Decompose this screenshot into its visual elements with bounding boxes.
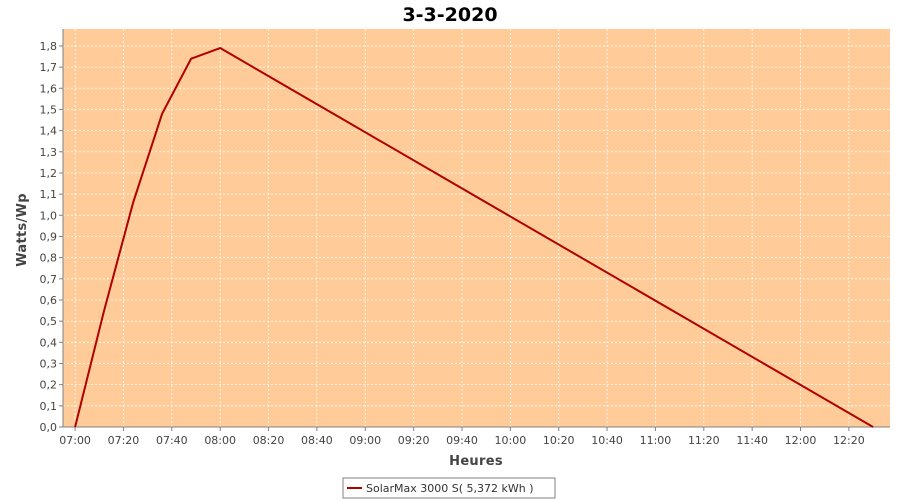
y-tick-label: 0,7	[40, 273, 58, 286]
x-tick-label: 11:20	[688, 434, 720, 447]
x-tick-label: 09:00	[349, 434, 381, 447]
x-axis-label: Heures	[449, 454, 503, 469]
x-tick-label: 08:00	[204, 434, 236, 447]
x-tick-label: 11:00	[640, 434, 672, 447]
x-tick-label: 07:00	[59, 434, 91, 447]
x-tick-label: 11:40	[736, 434, 768, 447]
series-layer	[74, 47, 874, 428]
y-tick-label: 1,6	[40, 82, 58, 95]
y-tick-label: 0,5	[40, 315, 58, 328]
x-tick-label: 07:40	[156, 434, 188, 447]
y-tick-label: 0,6	[40, 294, 58, 307]
y-tick-label: 0,8	[40, 252, 58, 265]
x-tick-label: 10:40	[591, 434, 623, 447]
y-axis-label: Watts/Wp	[15, 193, 30, 267]
x-tick-label: 10:20	[543, 434, 575, 447]
x-tick-label: 12:20	[833, 434, 865, 447]
axes: 0,0 0,1 0,2 0,3 0,4 0,5 0,6 0,7 0,8 0,9 1,0 1,1 1,2 1…	[40, 29, 890, 447]
series-line-0	[74, 47, 874, 428]
y-tick-label: 1,8	[40, 40, 58, 53]
legend-label: SolarMax 3000 S( 5,372 kWh )	[366, 482, 534, 495]
x-tick-label: 10:00	[495, 434, 527, 447]
y-tick-label: 0,3	[40, 357, 58, 370]
y-tick-label: 1,5	[40, 103, 58, 116]
chart-title: 3-3-2020	[402, 4, 497, 26]
x-tick-label: 08:40	[301, 434, 333, 447]
x-tick-label: 09:40	[446, 434, 478, 447]
y-tick-label: 1,4	[40, 125, 58, 138]
y-tick-label: 1,0	[40, 209, 58, 222]
y-tick-label: 1,1	[40, 188, 58, 201]
x-tick-label: 09:20	[398, 434, 430, 447]
y-tick-label: 0,9	[40, 230, 58, 243]
grid-lines	[63, 29, 890, 428]
legend-box	[342, 477, 556, 499]
x-tick-label: 08:20	[253, 434, 285, 447]
x-tick-label: 07:20	[108, 434, 140, 447]
legend: SolarMax 3000 S( 5,372 kWh )	[342, 477, 556, 499]
y-tick-label: 1,3	[40, 146, 58, 159]
y-tick-label: 0,4	[40, 336, 58, 349]
y-tick-label: 0,0	[40, 421, 58, 434]
y-tick-label: 1,2	[40, 167, 58, 180]
y-tick-label: 1,7	[40, 61, 58, 74]
plot-area	[63, 29, 890, 427]
x-tick-label: 12:00	[785, 434, 817, 447]
y-tick-label: 0,2	[40, 379, 58, 392]
y-tick-label: 0,1	[40, 400, 58, 413]
